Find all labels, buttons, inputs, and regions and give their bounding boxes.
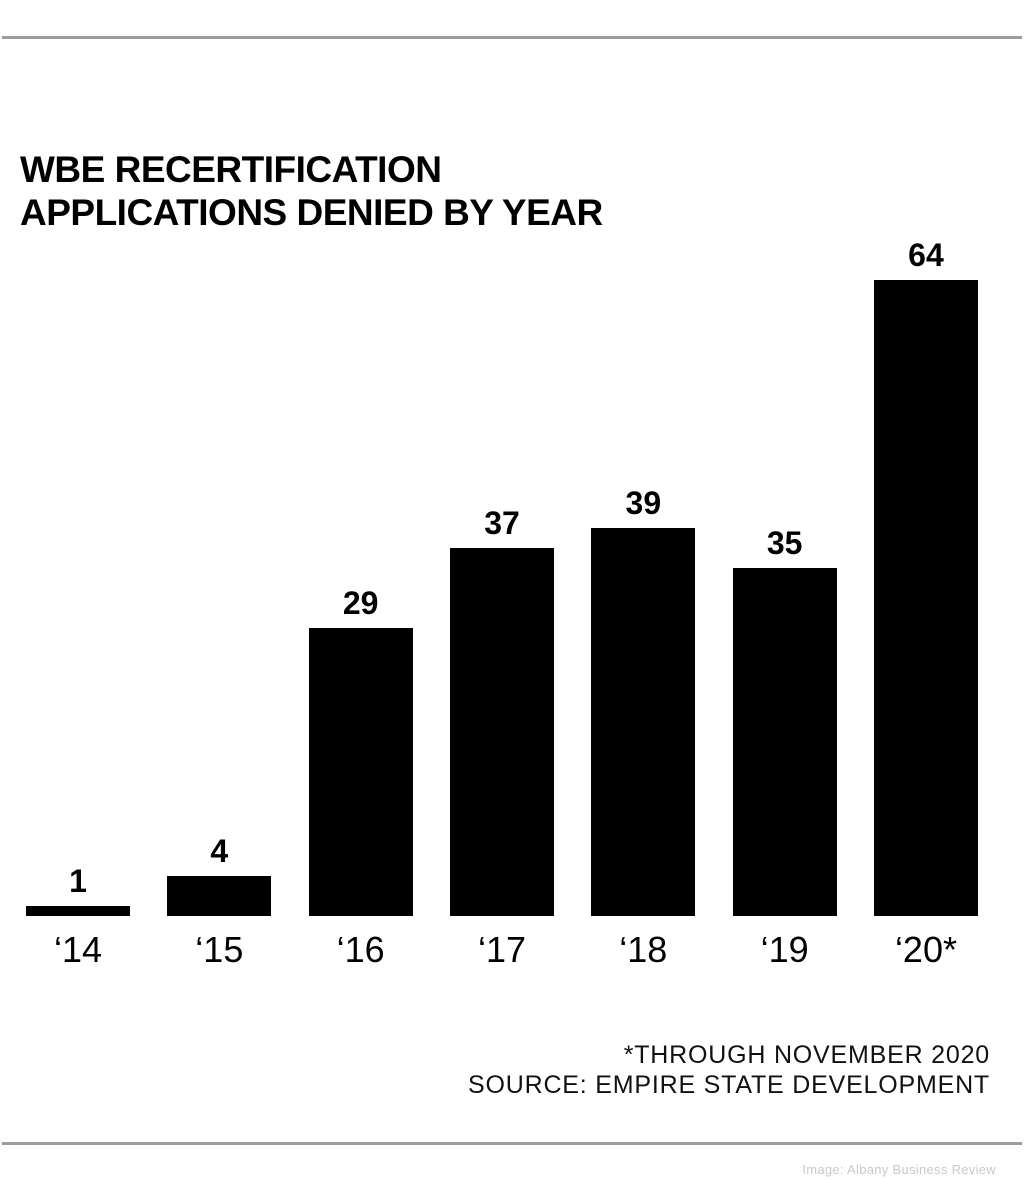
bar: 4 ‘15: [167, 833, 272, 970]
bar-value-label: 64: [908, 237, 944, 273]
bar-x-label: ‘19: [760, 929, 809, 970]
bar-value-label: 37: [484, 505, 520, 541]
bar-x-label: ‘14: [53, 929, 103, 970]
bar: 1 ‘14: [26, 863, 130, 970]
bar: 35 ‘19: [732, 525, 837, 970]
chart-title-line2: APPLICATIONS DENIED BY YEAR: [20, 192, 603, 233]
bar-value-label: 29: [342, 585, 379, 621]
bar: 29 ‘16: [308, 585, 413, 970]
bar-x-label: ‘20*: [894, 929, 957, 970]
bar-x-label: ‘16: [336, 929, 385, 970]
bar-value-label: 1: [69, 863, 87, 899]
image-credit: Image: Albany Business Review: [802, 1162, 996, 1177]
source-text: SOURCE: EMPIRE STATE DEVELOPMENT: [468, 1071, 990, 1099]
bar: 64 ‘20*: [873, 237, 978, 970]
chart-title: WBE RECERTIFICATION APPLICATIONS DENIED …: [20, 148, 603, 234]
bar-x-label: ‘17: [477, 929, 527, 970]
bar-value-label: 4: [210, 833, 229, 869]
bar-x-label: ‘15: [195, 929, 244, 970]
bar-value-label: 39: [625, 485, 662, 521]
chart-footer: *THROUGH NOVEMBER 2020 SOURCE: EMPIRE ST…: [468, 1040, 990, 1100]
bar: 39 ‘18: [591, 485, 696, 970]
bar-chart: 1 ‘14 4 ‘15 29 ‘16 37 ‘17 39 ‘18 35 ‘19 64 ‘20*: [26, 237, 978, 970]
top-divider-rule: [2, 36, 1022, 39]
footnote-text: *THROUGH NOVEMBER 2020: [623, 1041, 990, 1069]
bar: 37 ‘17: [449, 505, 554, 970]
bar-value-label: 35: [766, 525, 803, 561]
bottom-divider-rule: [2, 1142, 1022, 1145]
chart-title-line1: WBE RECERTIFICATION: [20, 149, 442, 190]
bar-x-label: ‘18: [619, 929, 668, 970]
